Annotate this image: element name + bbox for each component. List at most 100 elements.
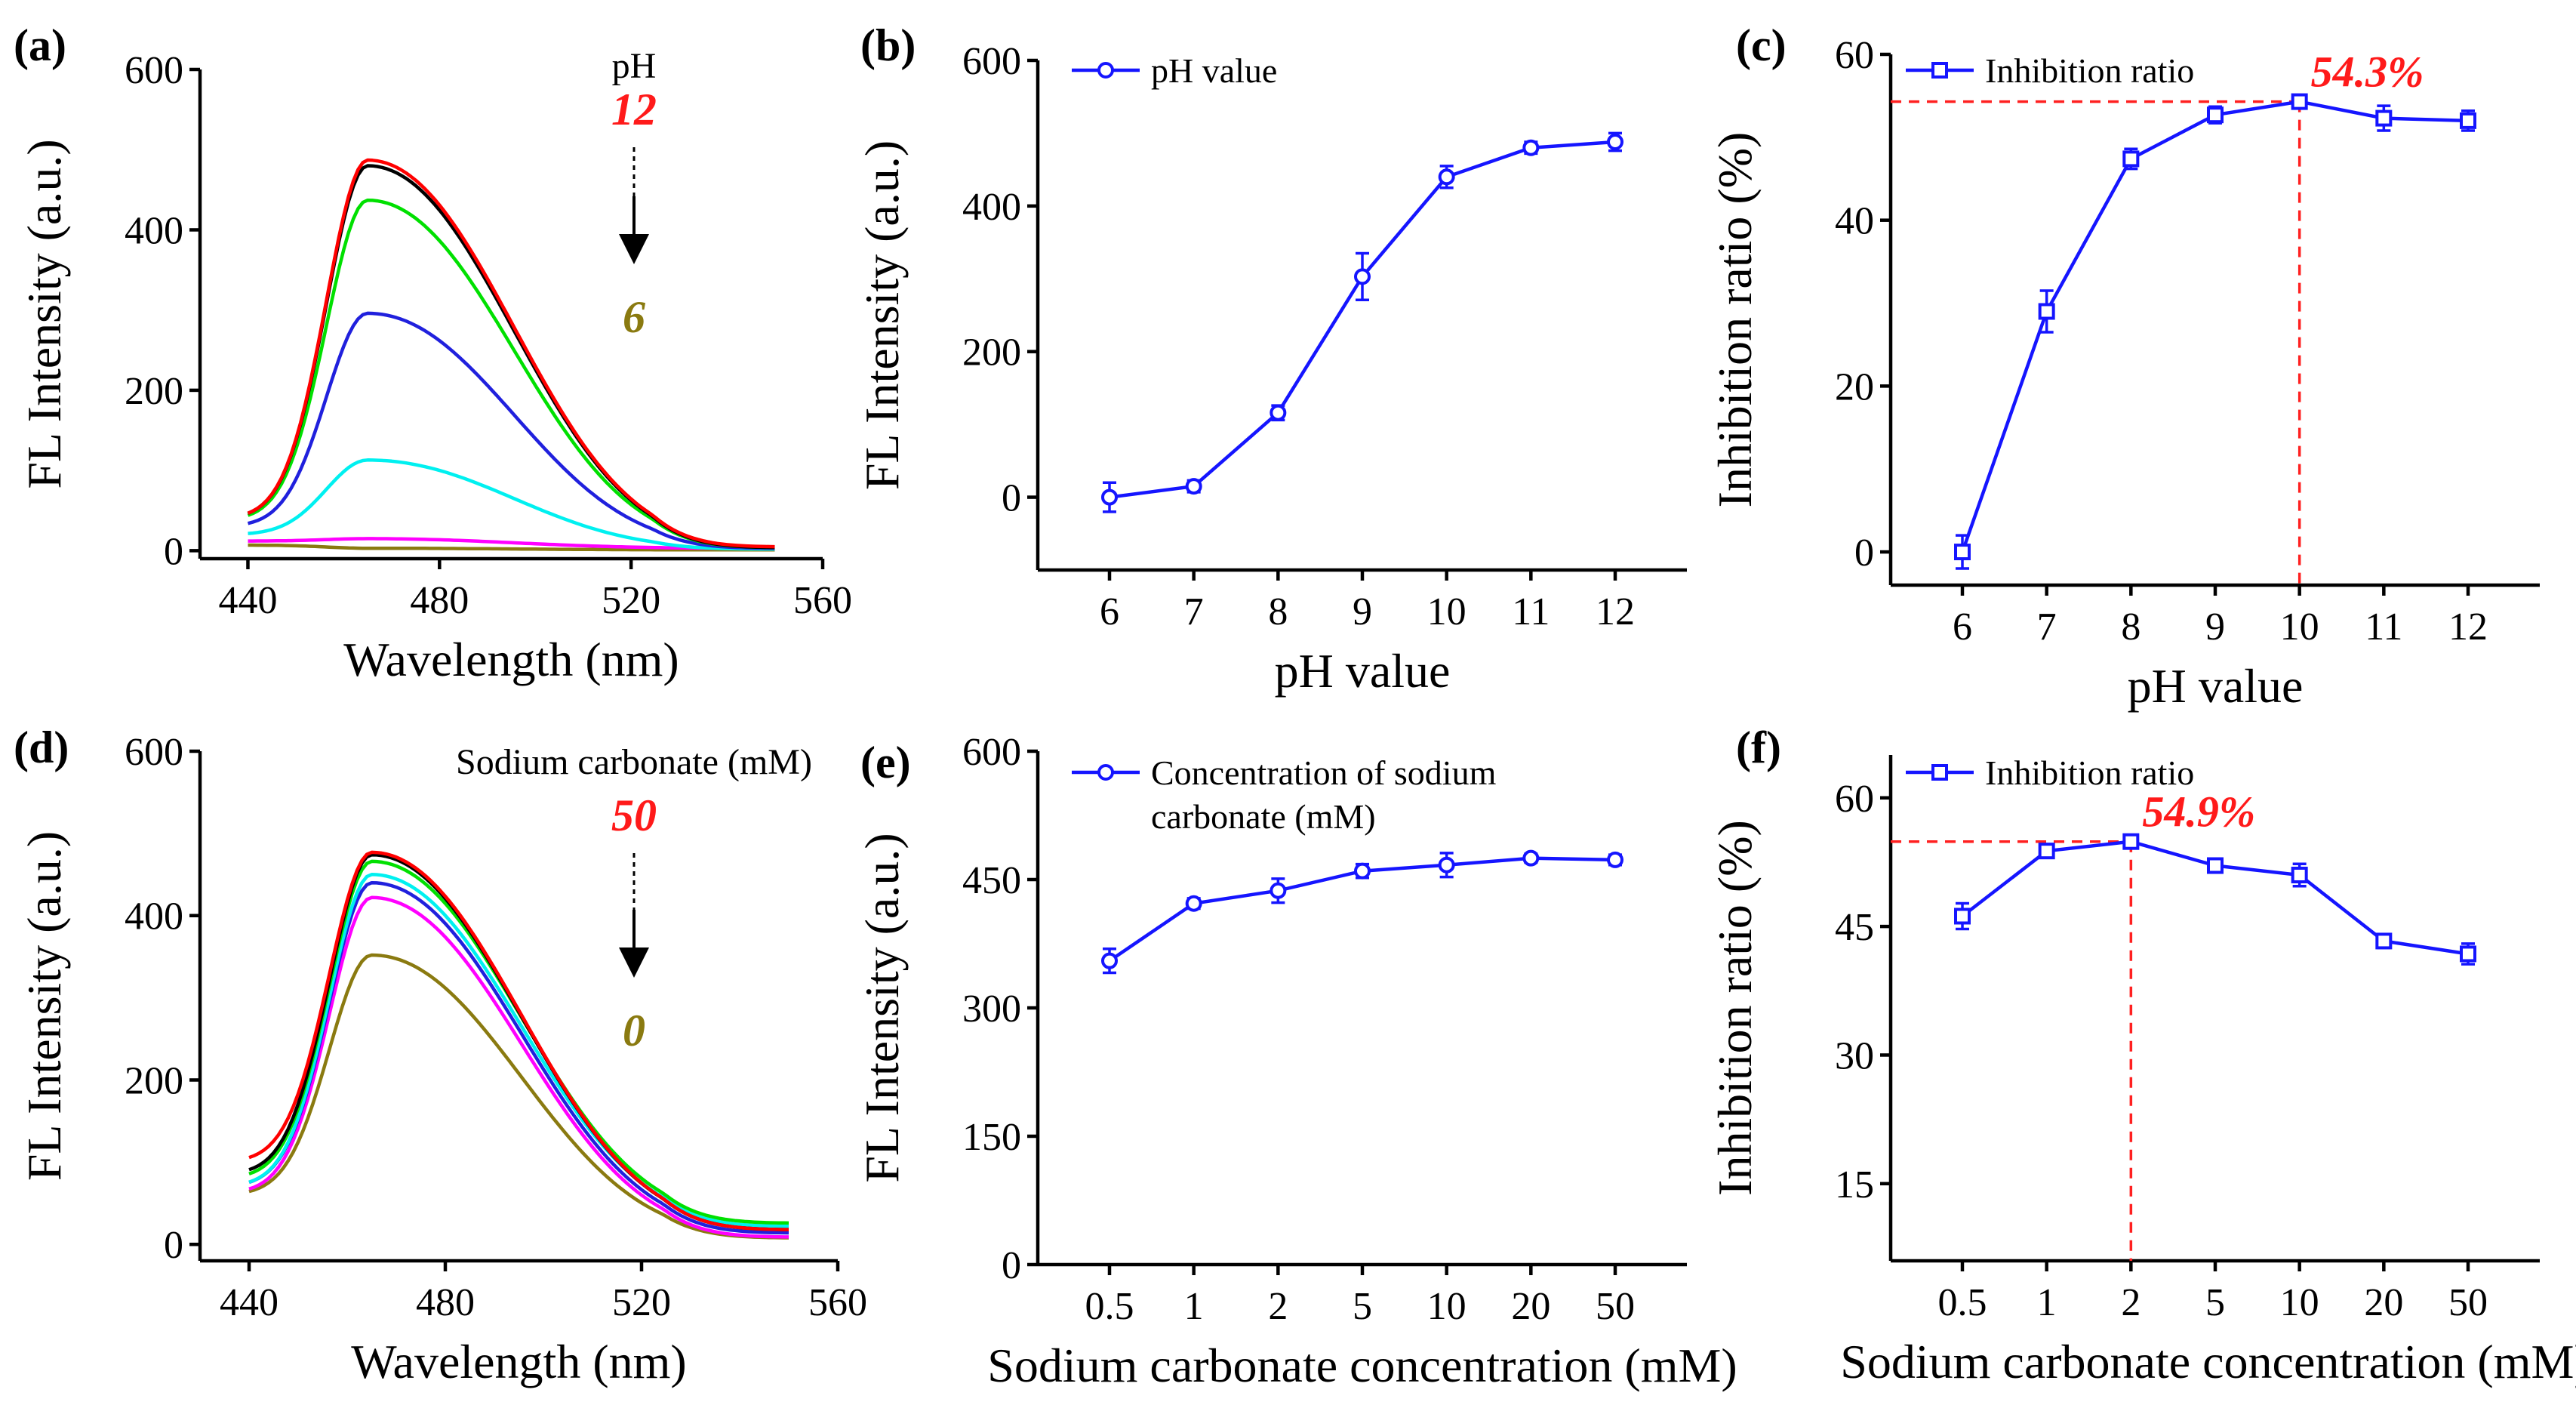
x-tick-label: 7 [2037,605,2057,649]
panel-d: (d) 0 200 400 600 FL Intensity (a.u.) Waveleng… [14,723,867,1388]
spectrum-line [248,895,789,1239]
y-tick-label: 200 [962,331,1021,374]
y-axis-title: Inhibition ratio (%) [1708,132,1762,508]
panel-label: (f) [1736,723,1781,772]
highlight-value-label: 54.3% [2311,48,2424,97]
spectrum-line [248,458,775,551]
y-tick-label: 30 [1835,1034,1874,1077]
y-axis-title: FL Intensity (a.u.) [17,139,71,488]
x-axis-title: Sodium carbonate concentration (mM) [1840,1335,2576,1388]
data-point [1607,134,1623,150]
x-tick-label: 10 [2280,605,2319,649]
spectrum-line [248,543,775,552]
x-tick-label: 9 [2205,605,2225,649]
x-tick-label: 10 [1427,1285,1467,1328]
arrow-annotation-label: pH [612,46,657,86]
y-tick-label: 45 [1835,906,1874,949]
legend-marker [1097,62,1114,79]
x-tick-label: 440 [220,1281,279,1324]
spectrum-line [247,158,775,549]
x-tick-label: 0.5 [1085,1285,1134,1328]
x-tick-label: 440 [218,579,277,622]
data-point [2038,303,2055,320]
legend-marker [1097,764,1114,781]
panel-label: (e) [860,738,911,787]
arrow-end-value: 6 [623,292,645,342]
x-tick-label: 11 [2365,605,2402,649]
x-tick-label: 10 [1427,590,1467,633]
data-point [1522,849,1540,867]
arrow-annotation-label: Sodium carbonate (mM) [456,742,812,782]
arrow-end-value: 0 [623,1006,645,1055]
x-tick-label: 520 [602,579,660,622]
x-tick-label: 5 [2205,1281,2225,1324]
data-point [2122,150,2140,168]
arrow-head [619,234,649,264]
y-axis-title: Inhibition ratio (%) [1708,820,1762,1196]
x-tick-label: 2 [2121,1281,2141,1324]
x-tick-label: 560 [793,579,852,622]
y-tick-label: 40 [1835,200,1874,243]
spectrum-line [248,873,789,1228]
data-point [2375,932,2393,950]
y-axis-title: FL Intensity (a.u.) [17,831,71,1181]
x-tick-label: 480 [410,579,469,622]
data-point [2291,93,2308,110]
data-point [1954,907,1971,925]
x-axis-title: Wavelength (nm) [351,1335,686,1388]
x-tick-label: 10 [2280,1281,2319,1324]
y-axis-title: FL Intensity (a.u.) [855,833,909,1182]
y-tick-label: 400 [125,209,183,252]
data-point [1607,851,1623,868]
panel-label: (d) [14,723,69,772]
panel-a: (a) 0 200 400 600 FL Intensity (a.u.) Waveleng… [14,20,852,686]
y-tick-label: 450 [962,859,1021,902]
x-tick-label: 1 [2037,1281,2057,1324]
y-tick-label: 300 [962,988,1021,1031]
data-point [1270,404,1287,421]
highlight-value-label: 54.9% [2142,787,2255,837]
x-tick-label: 1 [1184,1285,1204,1328]
x-tick-label: 8 [2121,605,2141,649]
x-tick-label: 11 [1512,590,1550,633]
arrow-start-value: 12 [611,85,657,134]
y-tick-label: 0 [164,530,183,573]
y-tick-label: 0 [164,1224,183,1267]
spectrum-line [247,198,775,550]
arrow-start-value: 50 [611,790,657,840]
y-tick-label: 400 [125,895,183,938]
y-tick-label: 150 [962,1116,1021,1159]
x-tick-label: 5 [1353,1285,1372,1328]
y-tick-label: 60 [1835,778,1874,821]
legend-label: Inhibition ratio [1985,51,2194,90]
data-point [1354,268,1371,285]
data-point [1270,882,1287,899]
x-tick-label: 12 [2448,605,2488,649]
data-point [2207,857,2224,874]
data-point [1185,895,1202,912]
y-axis-title: FL Intensity (a.u.) [855,140,909,490]
series-line [1960,100,2469,553]
data-point [2207,106,2224,124]
x-axis-title: Sodium carbonate concentration (mM) [987,1339,1737,1392]
data-point [2375,109,2393,127]
y-tick-label: 60 [1835,34,1874,77]
x-tick-label: 6 [1953,605,1972,649]
y-tick-label: 15 [1835,1163,1874,1206]
data-point [1185,478,1202,495]
legend-label: carbonate (mM) [1151,797,1376,836]
y-tick-label: 600 [962,731,1021,774]
y-tick-label: 400 [962,186,1021,229]
x-tick-label: 560 [808,1281,867,1324]
x-tick-label: 7 [1184,590,1204,633]
legend-label: Concentration of sodium [1151,753,1497,792]
x-tick-label: 8 [1268,590,1288,633]
legend-label: pH value [1151,51,1277,90]
data-point [1522,139,1540,156]
x-axis-title: pH value [2128,659,2304,713]
panel-c: (c) 0 20 40 60 Inhibition ratio (%) pH value 6 7… [1708,20,2540,713]
x-axis-title: Wavelength (nm) [343,633,679,686]
spectrum-line [248,850,789,1231]
spectrum-line [248,953,789,1240]
